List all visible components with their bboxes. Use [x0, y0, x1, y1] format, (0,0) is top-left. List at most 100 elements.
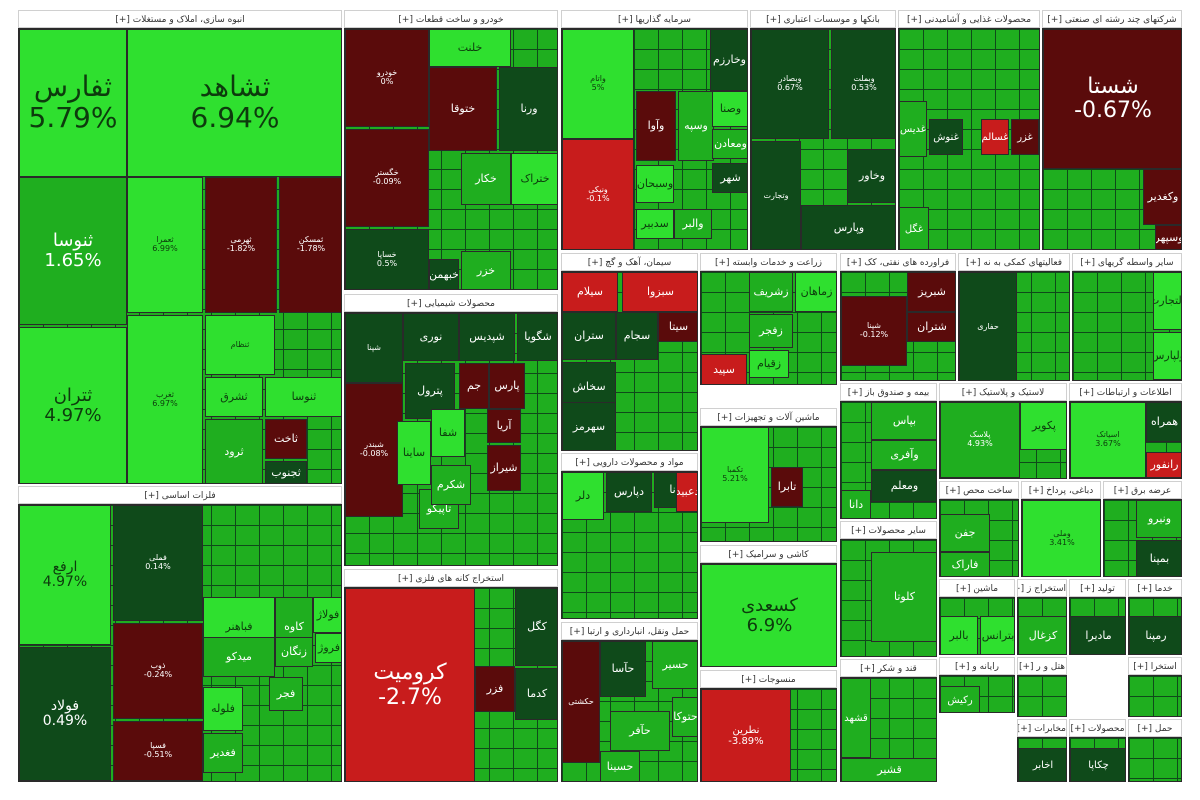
treemap-tile[interactable]: شبندر -0.08% — [345, 383, 403, 517]
treemap-tile[interactable]: خساپا 0.5% — [345, 229, 429, 289]
sector-header[interactable]: شرکتهای چند رشته ای صنعتی [+] — [1042, 10, 1182, 28]
treemap-tile[interactable]: رانفور — [1146, 452, 1181, 478]
treemap-tile[interactable]: خکار — [461, 153, 511, 205]
treemap-tile[interactable]: ونیرو — [1136, 500, 1181, 538]
sector-header[interactable]: خدما [+] — [1128, 579, 1182, 597]
sector-header[interactable]: سیمان، آهک و گچ [+] — [561, 253, 698, 271]
sector-header[interactable]: مواد و محصولات دارویی [+] — [561, 453, 698, 471]
sector-header[interactable]: فعالیتهای کمکی به نه [+] — [958, 253, 1070, 271]
treemap-tile[interactable]: زشریف — [749, 272, 793, 312]
treemap-tile[interactable]: ثنوسا 1.65% — [19, 177, 127, 325]
treemap-tile[interactable]: ومعادن — [712, 129, 747, 159]
treemap-tile[interactable]: شکرم — [431, 465, 471, 505]
treemap-tile[interactable]: سهرمز — [562, 402, 616, 450]
treemap-tile[interactable]: رمپنا — [1129, 616, 1181, 654]
treemap-tile[interactable]: ثتران 4.97% — [19, 327, 127, 483]
treemap-tile[interactable]: تابرا — [771, 467, 803, 507]
treemap-tile[interactable]: تکمبا 5.21% — [701, 427, 769, 523]
treemap-tile[interactable]: حآسا — [600, 641, 646, 697]
treemap-tile[interactable]: شهر — [712, 163, 747, 193]
treemap-tile[interactable]: غنوش — [929, 119, 963, 155]
treemap-tile[interactable]: فسپا -0.51% — [113, 721, 203, 781]
treemap-tile[interactable]: قشهد — [841, 678, 871, 758]
treemap-tile[interactable]: والبر — [674, 209, 712, 239]
treemap-tile[interactable]: کسعدی 6.9% — [701, 564, 836, 666]
treemap-tile[interactable]: خلنت — [429, 29, 511, 67]
sector-header[interactable]: دباغی، پرداخ [+] — [1021, 481, 1101, 499]
treemap-tile[interactable]: فلوله — [203, 687, 243, 731]
sector-header[interactable]: لاستیک و پلاستیک [+] — [939, 383, 1067, 401]
sector-header[interactable]: ماشین آلات و تجهیزات [+] — [700, 408, 837, 426]
sector-header[interactable]: منسوجات [+] — [700, 670, 837, 688]
treemap-tile[interactable]: میدکو — [203, 637, 275, 677]
treemap-tile[interactable]: قشیر — [841, 758, 936, 781]
sector-header[interactable]: استخراج ز [+] — [1017, 579, 1067, 597]
treemap-tile[interactable]: ساینا — [397, 421, 431, 485]
treemap-tile[interactable]: وصنا — [712, 91, 747, 127]
treemap-tile[interactable]: خودرو 0% — [345, 29, 429, 127]
treemap-tile[interactable]: بترانس — [980, 616, 1014, 654]
treemap-tile[interactable]: وتجارت — [751, 141, 801, 249]
treemap-tile[interactable]: ورنا — [499, 67, 557, 151]
sector-header[interactable]: محصولات [+] — [1069, 719, 1126, 737]
treemap-tile[interactable]: ثنظام — [205, 315, 275, 375]
treemap-tile[interactable]: شتران — [907, 312, 955, 342]
treemap-tile[interactable]: سجام — [616, 312, 658, 360]
treemap-tile[interactable]: بپاس — [871, 402, 936, 440]
treemap-tile[interactable]: پارس — [489, 363, 525, 409]
treemap-tile[interactable]: زفجر — [749, 314, 793, 348]
treemap-tile[interactable]: کلوتا — [871, 552, 936, 642]
treemap-tile[interactable]: سدبیر — [636, 209, 674, 239]
treemap-tile[interactable]: مادیرا — [1070, 616, 1125, 654]
treemap-tile[interactable]: ولتجارت — [1153, 272, 1181, 330]
treemap-tile[interactable]: اسیاتک 3.67% — [1070, 402, 1146, 478]
treemap-tile[interactable]: سبزوا — [622, 272, 697, 312]
sector-header[interactable]: محصولات غذایی و آشامیدنی [+] — [898, 10, 1040, 28]
treemap-tile[interactable]: شستا -0.67% — [1043, 29, 1181, 169]
sector-header[interactable]: رایانه و [+] — [939, 657, 1015, 675]
treemap-tile[interactable]: پترول — [405, 363, 455, 419]
sector-header[interactable]: حمل ونقل، انبارداری و ارتبا [+] — [561, 622, 698, 640]
treemap-tile[interactable]: دانا — [841, 490, 871, 518]
treemap-tile[interactable]: وخارزم — [710, 29, 747, 91]
treemap-tile[interactable]: فجر — [269, 677, 303, 711]
treemap-tile[interactable]: غگل — [899, 207, 929, 249]
treemap-tile[interactable]: غزر — [1011, 119, 1039, 155]
treemap-tile[interactable]: فروژ — [315, 633, 341, 663]
treemap-tile[interactable]: پکویر — [1020, 402, 1066, 450]
treemap-tile[interactable]: ثشاهد 6.94% — [127, 29, 341, 177]
sector-header[interactable]: حمل [+] — [1128, 719, 1182, 737]
treemap-tile[interactable]: وسبحان — [636, 165, 674, 203]
treemap-tile[interactable]: شگویا — [517, 313, 557, 361]
treemap-tile[interactable]: رکیش — [940, 686, 980, 712]
sector-header[interactable]: هتل و ر [+] — [1017, 657, 1067, 675]
treemap-tile[interactable]: سپید — [701, 354, 747, 384]
treemap-tile[interactable]: حتوکا — [672, 697, 697, 737]
treemap-tile[interactable]: وآفری — [871, 440, 936, 470]
sector-header[interactable]: سایر محصولات [+] — [840, 521, 937, 539]
treemap-tile[interactable]: وپارس — [801, 205, 895, 249]
treemap-tile[interactable]: حآفر — [610, 711, 670, 751]
treemap-tile[interactable]: سیلام — [562, 272, 618, 312]
sector-header[interactable]: ماشین [+] — [939, 579, 1015, 597]
treemap-tile[interactable]: جم — [459, 363, 489, 409]
sector-header[interactable]: اطلاعات و ارتباطات [+] — [1069, 383, 1182, 401]
treemap-tile[interactable]: نطرین -3.89% — [701, 689, 791, 781]
treemap-tile[interactable]: ثغرب 6.97% — [127, 315, 203, 483]
treemap-tile[interactable]: غسالم — [981, 119, 1009, 155]
sector-header[interactable]: ساخت محص [+] — [939, 481, 1019, 499]
treemap-tile[interactable]: شبریز — [907, 272, 955, 312]
treemap-tile[interactable]: ثفارس 5.79% — [19, 29, 127, 177]
treemap-tile[interactable]: ثجنوب — [265, 461, 307, 483]
treemap-tile[interactable]: ولپارس — [1153, 332, 1181, 380]
treemap-tile[interactable]: اخابر — [1018, 748, 1066, 781]
treemap-tile[interactable]: دپارس — [606, 472, 652, 512]
treemap-tile[interactable]: حفاری — [959, 272, 1017, 380]
treemap-tile[interactable]: ثاخت — [265, 419, 307, 459]
sector-header[interactable]: عرضه برق [+] — [1103, 481, 1182, 499]
treemap-tile[interactable]: زماهان — [795, 272, 836, 312]
sector-header[interactable]: فلزات اساسی [+] — [18, 486, 342, 504]
treemap-tile[interactable]: چکاپا — [1070, 748, 1125, 781]
sector-header[interactable]: بیمه و صندوق باز [+] — [840, 383, 937, 401]
treemap-tile[interactable]: فاراک — [940, 552, 990, 576]
